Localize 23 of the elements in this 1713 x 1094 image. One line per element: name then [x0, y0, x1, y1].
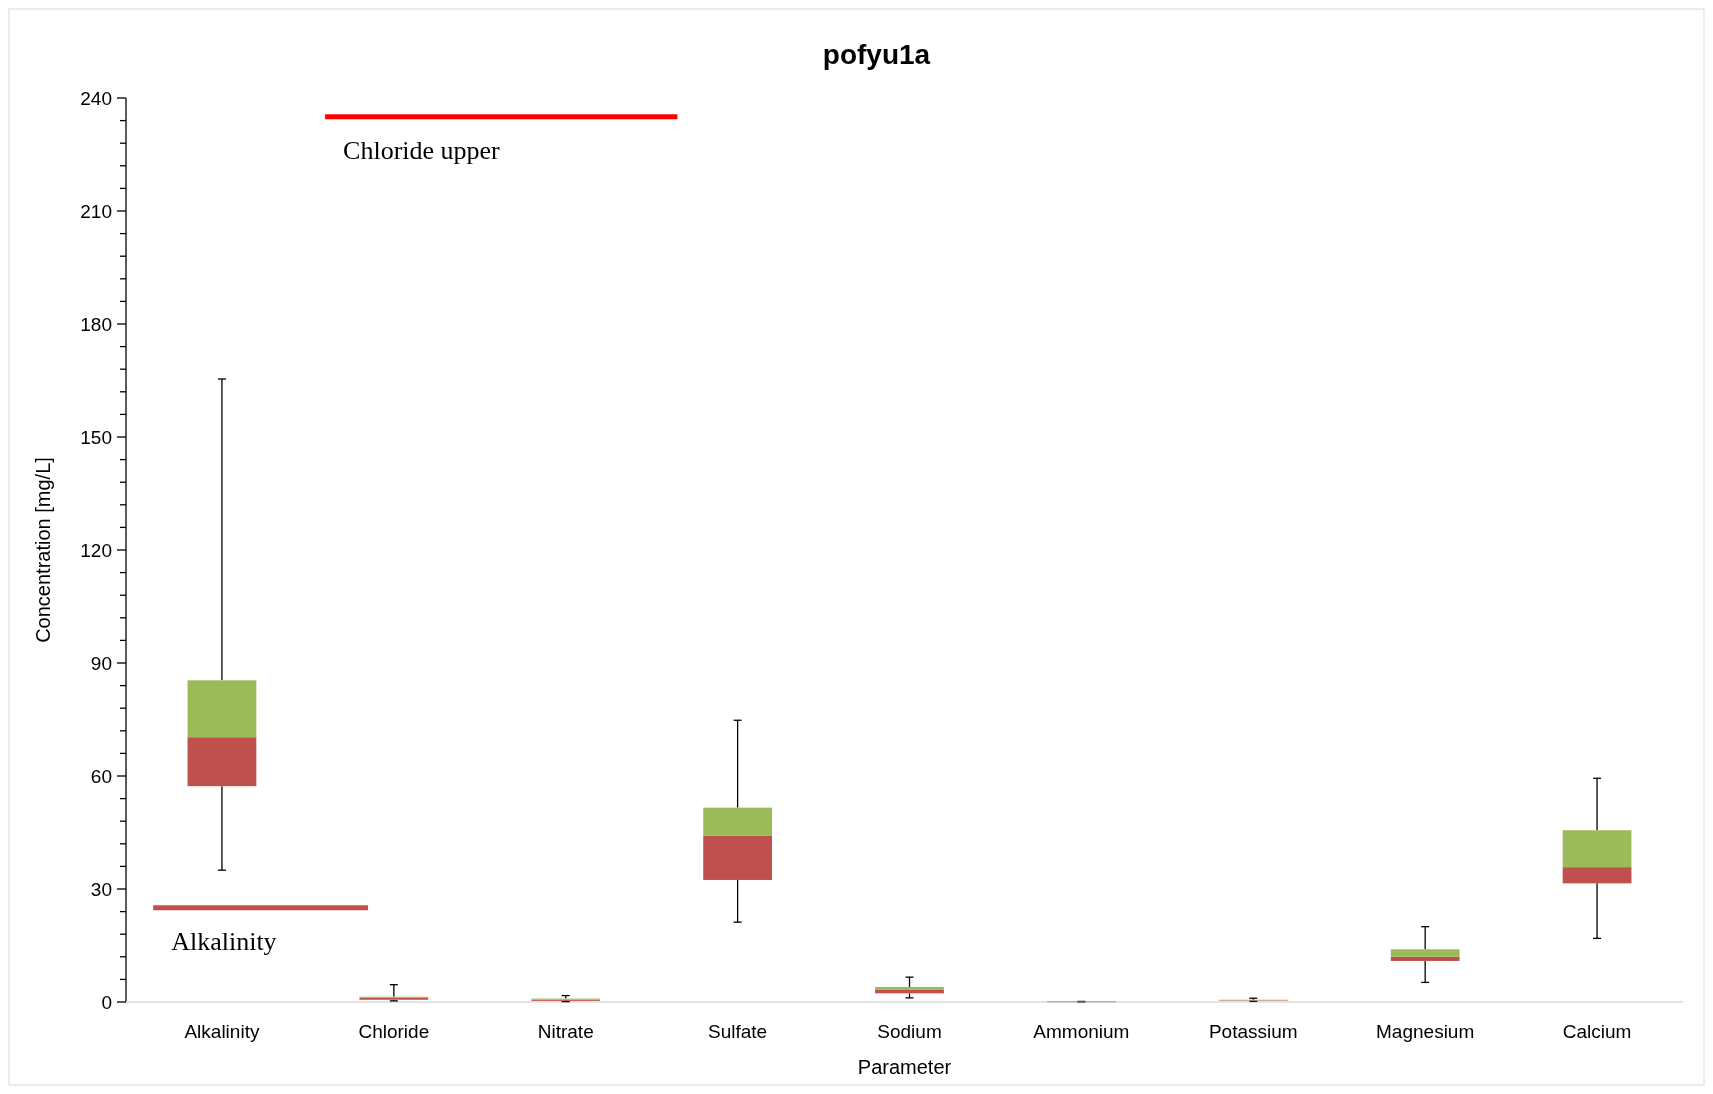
y-tick-label: 150	[80, 426, 112, 448]
x-tick-label: Ammonium	[1033, 1021, 1130, 1042]
x-tick-label: Calcium	[1562, 1021, 1632, 1042]
x-tick-label: Magnesium	[1376, 1021, 1475, 1042]
y-tick-label: 0	[101, 991, 112, 1013]
x-axis-title: Parameter	[857, 1056, 952, 1078]
ref-line-label: Chloride upper	[343, 135, 501, 165]
x-tick-label: Chloride	[358, 1021, 430, 1042]
x-tick-label: Potassium	[1208, 1021, 1298, 1042]
y-tick-label: 180	[80, 313, 112, 335]
chart-title: pofyu1a	[822, 39, 931, 70]
x-tick-label: Sulfate	[708, 1021, 768, 1042]
y-tick-label: 90	[90, 652, 112, 674]
y-tick-label: 60	[90, 765, 112, 787]
y-tick-label: 240	[80, 87, 112, 109]
y-axis-title: Concentration [mg/L]	[32, 457, 54, 643]
x-tick-label: Alkalinity	[184, 1021, 260, 1042]
y-tick-label: 30	[90, 878, 112, 900]
x-tick-label: Sodium	[877, 1021, 942, 1042]
x-tick-label: Nitrate	[537, 1021, 594, 1042]
y-tick-label: 120	[80, 539, 112, 561]
ref-line-label: Alkalinity	[171, 926, 277, 956]
y-tick-label: 210	[80, 200, 112, 222]
